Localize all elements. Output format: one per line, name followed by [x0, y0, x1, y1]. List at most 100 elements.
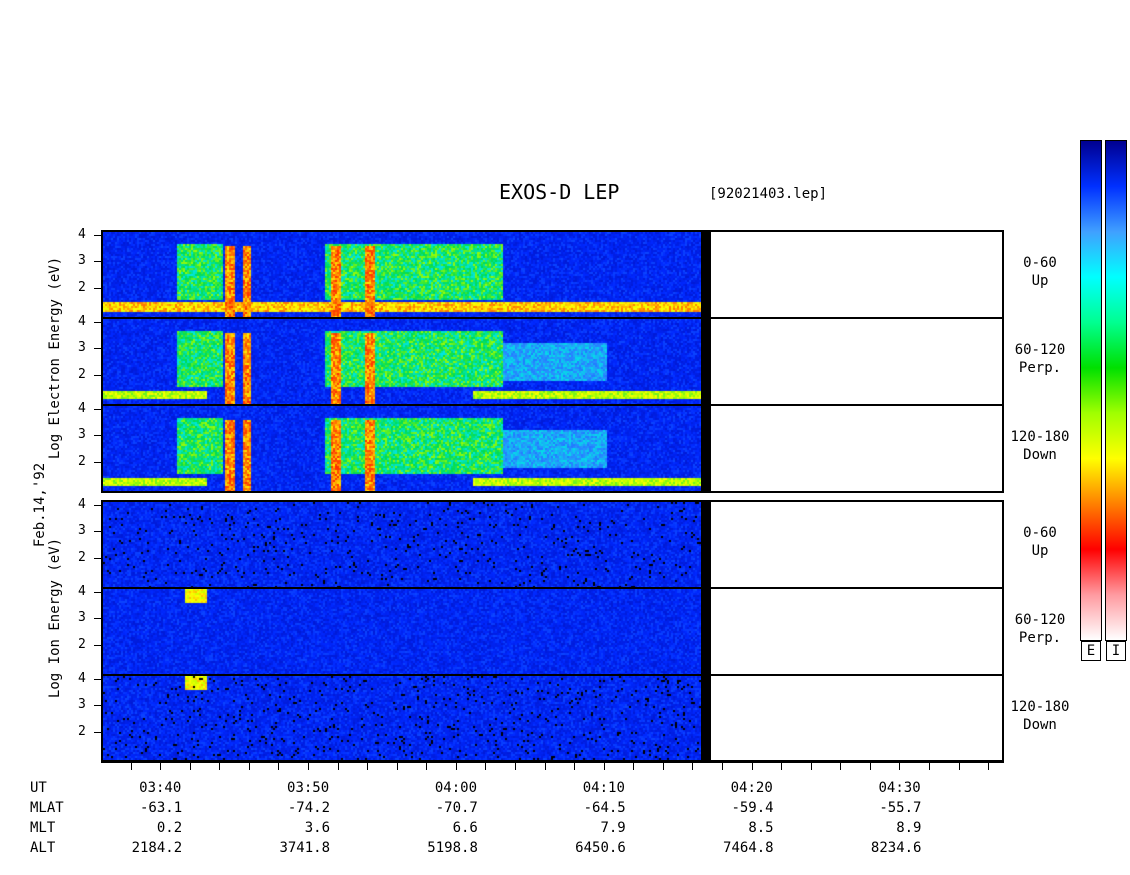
y-tick-label: 4 — [78, 670, 86, 686]
x-minor-tick — [840, 763, 842, 770]
orbit-cell-ut: 04:30 — [878, 780, 921, 796]
y-tick — [94, 504, 101, 506]
y-tick-label: 2 — [78, 723, 86, 739]
spectrogram-panel-ion-2 — [101, 674, 1004, 763]
angle-label: 0-60 — [1023, 524, 1057, 541]
spectrogram-panel-electron-1 — [101, 317, 1004, 406]
orbit-cell-alt: 5198.8 — [427, 840, 478, 856]
orbit-cell-mlt: 3.6 — [304, 820, 331, 836]
orbit-cell-mlt: 0.2 — [156, 820, 183, 836]
x-major-tick — [751, 760, 753, 770]
y-tick-label: 2 — [78, 453, 86, 469]
x-minor-tick — [219, 763, 221, 770]
x-minor-tick — [544, 763, 546, 770]
electron-axis-label: Log Electron Energy (eV) — [47, 256, 63, 460]
date-label: Feb.14,'92 — [32, 462, 48, 548]
y-tick — [94, 678, 101, 680]
x-minor-tick — [396, 763, 398, 770]
angle-label: 0-60 — [1023, 254, 1057, 271]
y-tick-label: 3 — [78, 523, 86, 539]
x-minor-tick — [662, 763, 664, 770]
y-tick-label: 3 — [78, 427, 86, 443]
x-minor-tick — [130, 763, 132, 770]
x-minor-tick — [869, 763, 871, 770]
y-tick-label: 4 — [78, 496, 86, 512]
orbit-row-label: UT — [30, 780, 47, 796]
x-minor-tick — [248, 763, 250, 770]
x-minor-tick — [988, 763, 990, 770]
x-minor-tick — [633, 763, 635, 770]
angle-label: 60-120 — [1014, 341, 1066, 358]
orbit-cell-alt: 8234.6 — [870, 840, 922, 856]
orbit-cell-mlat: -74.2 — [287, 800, 331, 816]
y-tick — [94, 435, 101, 437]
direction-label: Down — [1023, 446, 1057, 463]
colorbar-label-e: E — [1081, 641, 1101, 661]
direction-label: Up — [1031, 272, 1049, 289]
x-major-tick — [308, 760, 310, 770]
y-tick — [94, 374, 101, 376]
y-tick-label: 2 — [78, 549, 86, 565]
y-tick — [94, 531, 101, 533]
y-tick-label: 4 — [78, 313, 86, 329]
y-tick — [94, 287, 101, 289]
direction-label: Down — [1023, 716, 1057, 733]
ion-axis-label: Log Ion Energy (eV) — [47, 537, 63, 699]
ion-colorbar — [1105, 140, 1127, 641]
orbit-cell-mlat: -70.7 — [435, 800, 478, 816]
y-tick-label: 4 — [78, 400, 86, 416]
orbit-cell-ut: 03:50 — [287, 780, 330, 796]
x-minor-tick — [574, 763, 576, 770]
x-minor-tick — [485, 763, 487, 770]
file-name: [92021403.lep] — [709, 186, 828, 202]
orbit-cell-mlt: 8.9 — [896, 820, 922, 836]
orbit-cell-ut: 03:40 — [139, 780, 182, 796]
angle-label: 60-120 — [1014, 611, 1066, 628]
x-minor-tick — [810, 763, 812, 770]
orbit-cell-ut: 04:10 — [582, 780, 625, 796]
orbit-cell-mlt: 7.9 — [600, 820, 626, 836]
x-major-tick — [160, 760, 162, 770]
x-minor-tick — [367, 763, 369, 770]
x-major-tick — [899, 760, 901, 770]
electron-colorbar — [1080, 140, 1102, 641]
y-tick — [94, 705, 101, 707]
y-tick — [94, 731, 101, 733]
x-minor-tick — [515, 763, 517, 770]
y-tick-label: 3 — [78, 340, 86, 356]
orbit-cell-alt: 7464.8 — [723, 840, 774, 856]
orbit-cell-mlat: -64.5 — [583, 800, 626, 816]
y-tick-label: 2 — [78, 279, 86, 295]
y-tick — [94, 461, 101, 463]
y-tick-label: 2 — [78, 636, 86, 652]
orbit-cell-mlat: -55.7 — [879, 800, 922, 816]
y-tick — [94, 261, 101, 263]
x-minor-tick — [692, 763, 694, 770]
direction-label: Up — [1031, 542, 1049, 559]
y-tick — [94, 557, 101, 559]
y-tick-label: 3 — [78, 610, 86, 626]
y-tick — [94, 591, 101, 593]
orbit-cell-mlat: -59.4 — [731, 800, 774, 816]
x-minor-tick — [781, 763, 783, 770]
spectrogram-panel-ion-0 — [101, 500, 1004, 589]
orbit-row-label: MLT — [30, 820, 56, 836]
x-minor-tick — [278, 763, 280, 770]
spectrogram-panel-electron-2 — [101, 404, 1004, 493]
colorbar-label-i: I — [1106, 641, 1126, 661]
y-tick — [94, 234, 101, 236]
y-tick-label: 4 — [78, 583, 86, 599]
angle-label: 120-180 — [1010, 428, 1070, 445]
direction-label: Perp. — [1018, 629, 1062, 646]
spectrogram-panel-ion-1 — [101, 587, 1004, 676]
orbit-cell-ut: 04:20 — [730, 780, 773, 796]
chart-title: EXOS-D LEP — [499, 180, 620, 204]
direction-label: Perp. — [1018, 359, 1062, 376]
y-tick — [94, 321, 101, 323]
orbit-cell-alt: 6450.6 — [575, 840, 626, 856]
x-minor-tick — [426, 763, 428, 770]
y-tick — [94, 408, 101, 410]
x-major-tick — [455, 760, 457, 770]
angle-label: 120-180 — [1010, 698, 1070, 715]
